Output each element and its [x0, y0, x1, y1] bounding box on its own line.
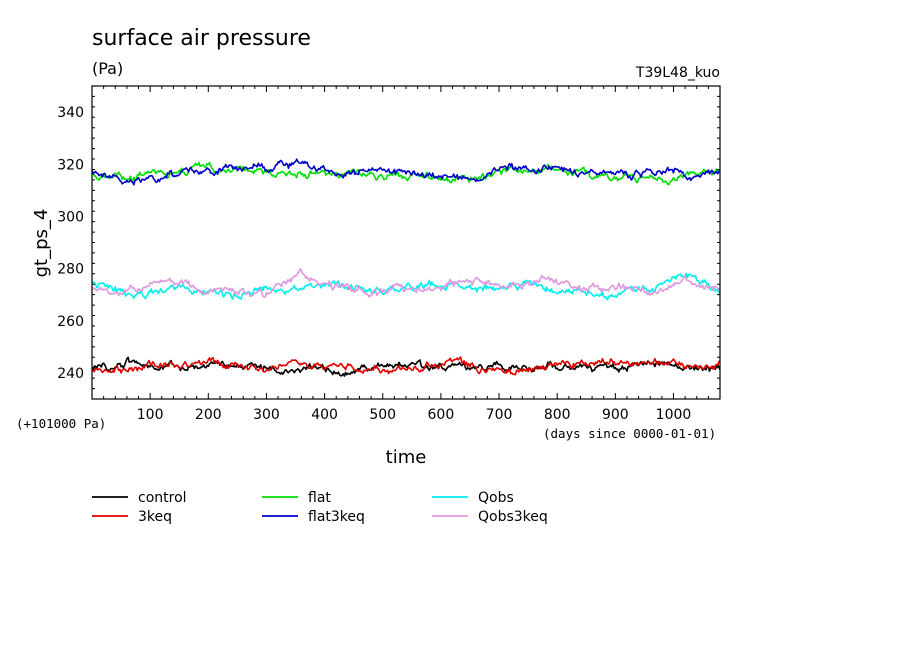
y-tick-label: 240 [57, 366, 84, 382]
ticks-layer [92, 85, 720, 400]
y-tick-label: 320 [57, 157, 84, 173]
legend: control 3keq flat flat3keq Qobs Qobs3keq [92, 490, 548, 525]
x-tick-label: 300 [253, 407, 280, 423]
chart-units: (Pa) [92, 59, 123, 78]
series-line [91, 272, 721, 301]
legend-label: Qobs [478, 490, 514, 506]
x-tick-label: 800 [544, 407, 571, 423]
series-line [91, 158, 721, 186]
experiment-label: T39L48_kuo [635, 65, 720, 81]
legend-label: flat3keq [308, 509, 365, 525]
legend-label: Qobs3keq [478, 509, 548, 525]
legend-label: 3keq [138, 509, 172, 525]
x-tick-label: 700 [486, 407, 513, 423]
x-tick-label: 400 [311, 407, 338, 423]
x-tick-label: 1000 [656, 407, 692, 423]
x-tick-label: 500 [369, 407, 396, 423]
x-tick-labels: 100 200 300 400 500 600 700 800 900 1000 [137, 407, 692, 423]
series-line [91, 268, 721, 298]
legend-label: flat [308, 490, 331, 506]
y-axis-label: gt_ps_4 [31, 209, 52, 278]
x-axis-note: (days since 0000-01-01) [543, 426, 716, 441]
x-tick-label: 100 [137, 407, 164, 423]
x-tick-label: 200 [195, 407, 222, 423]
y-tick-label: 340 [57, 105, 84, 121]
y-tick-label: 260 [57, 314, 84, 330]
y-tick-labels: 240 260 280 300 320 340 [57, 105, 84, 382]
legend-label: control [138, 490, 187, 506]
y-offset-label: (+101000 Pa) [16, 416, 106, 431]
tick-marks [92, 85, 720, 400]
series-layer [91, 158, 721, 377]
chart-title: surface air pressure [92, 26, 311, 51]
y-tick-label: 300 [57, 209, 84, 225]
series-line [91, 356, 721, 377]
y-tick-label: 280 [57, 262, 84, 278]
x-tick-label: 600 [428, 407, 455, 423]
series-line [91, 356, 721, 376]
plot-frame [91, 85, 721, 400]
x-tick-label: 900 [602, 407, 629, 423]
series-line [91, 161, 721, 186]
x-axis-label: time [386, 447, 427, 468]
